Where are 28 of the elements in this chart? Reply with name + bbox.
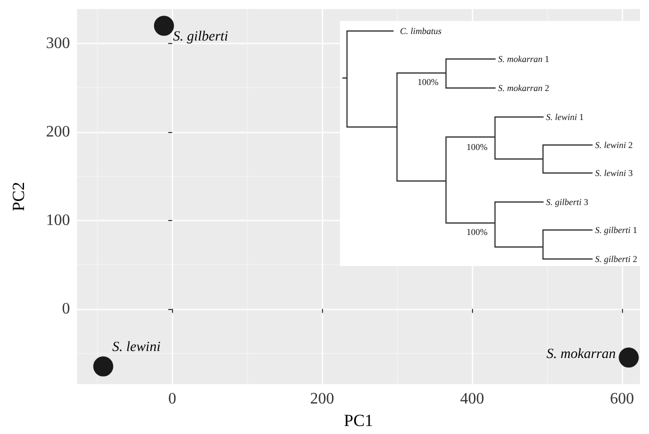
annotation: S. mokarran — [546, 347, 616, 362]
x-tick-label: 0 — [168, 390, 176, 408]
annotation: S. mokarran 1 — [498, 54, 550, 64]
annotation: S. lewini — [112, 340, 161, 355]
annotation: 100% — [466, 142, 488, 152]
x-axis-title: PC1 — [344, 411, 374, 430]
annotation: S. mokarran 2 — [498, 83, 550, 93]
annotation: S. gilberti 2 — [595, 254, 638, 264]
y-tick-label: 200 — [46, 123, 70, 140]
annotation: S. gilberti — [172, 29, 228, 44]
annotation: S. gilberti 1 — [595, 225, 638, 235]
annotation: S. lewini 2 — [595, 140, 633, 150]
point — [154, 16, 174, 36]
y-tick-label: 100 — [46, 212, 70, 229]
annotation: S. lewini 3 — [595, 168, 634, 178]
x-tick-label: 200 — [310, 390, 334, 408]
annotation: 100% — [466, 227, 488, 237]
point — [618, 348, 639, 368]
x-tick-label: 600 — [610, 390, 634, 408]
annotation: C. limbatus — [400, 26, 442, 36]
y-axis-title: PC2 — [9, 182, 28, 212]
x-tick-label: 400 — [460, 390, 484, 408]
point — [93, 356, 114, 376]
y-tick-label: 0 — [62, 300, 70, 318]
annotation: S. gilberti 3 — [546, 197, 589, 207]
y-tick-label: 300 — [46, 35, 70, 52]
annotation: S. lewini 1 — [546, 112, 584, 122]
annotation: 100% — [418, 77, 439, 87]
